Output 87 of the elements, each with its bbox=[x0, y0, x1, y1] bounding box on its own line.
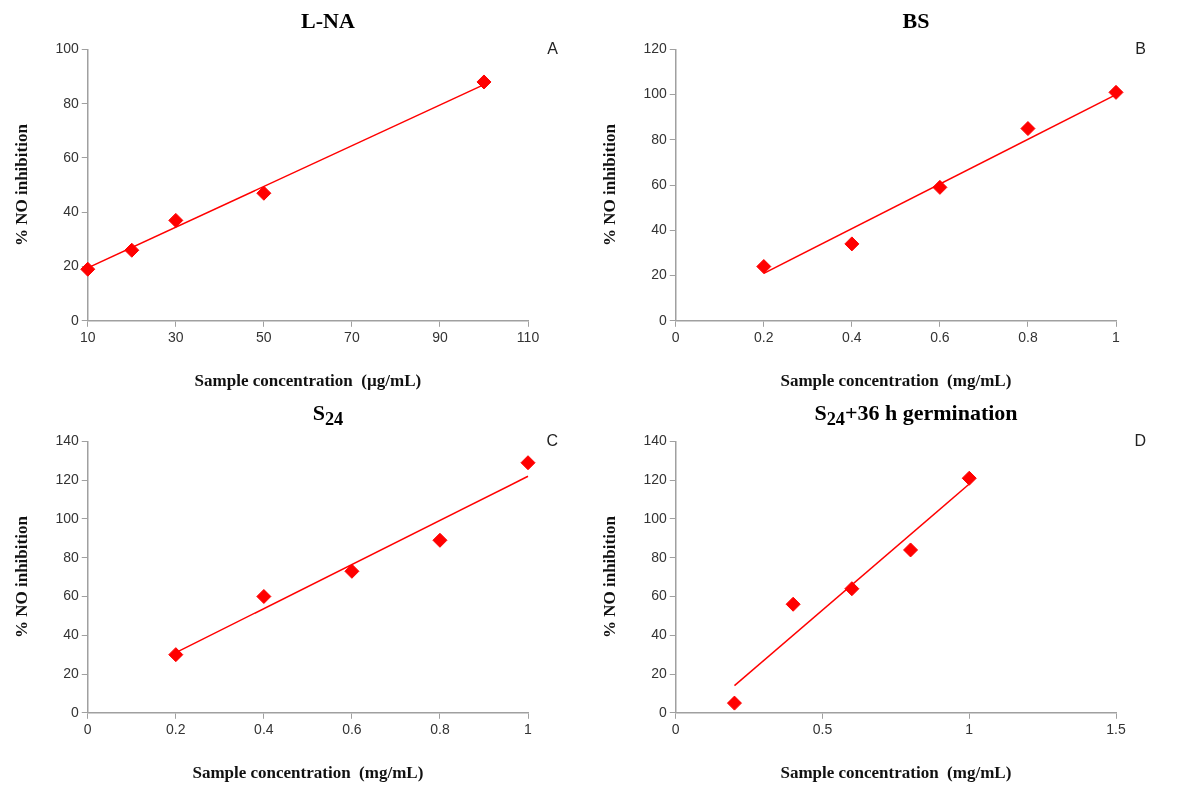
y-axis-title: % NO inhibition bbox=[11, 515, 31, 639]
x-tick-label: 0.2 bbox=[754, 329, 774, 346]
x-tick-label: 0.4 bbox=[254, 721, 274, 738]
y-tick-label: 100 bbox=[55, 40, 79, 57]
x-axis-title: Sample concentration (mg/mL) bbox=[780, 371, 1012, 391]
point bbox=[903, 542, 919, 558]
point bbox=[256, 185, 272, 201]
text: A bbox=[547, 40, 559, 58]
x-tick-label: 0.6 bbox=[342, 721, 362, 738]
x-tick-label: 0.4 bbox=[842, 329, 862, 346]
y-tick-label: 120 bbox=[643, 40, 667, 57]
x-tick-label: 1.5 bbox=[1106, 721, 1126, 738]
y-tick-label: 100 bbox=[643, 509, 667, 526]
point bbox=[124, 242, 140, 258]
point bbox=[844, 581, 860, 597]
y-tick-label: 20 bbox=[651, 664, 667, 681]
text: D bbox=[1134, 432, 1146, 450]
x-axis-title: Sample concentration (µg/mL) bbox=[194, 371, 422, 391]
y-tick-label: 0 bbox=[70, 703, 79, 720]
y-tick-label: 100 bbox=[55, 509, 79, 526]
y-tick-label: 40 bbox=[63, 626, 79, 643]
y-axis-title: % NO inhibition bbox=[11, 123, 31, 247]
y-tick-label: 80 bbox=[63, 548, 79, 565]
y-tick-label: 140 bbox=[643, 432, 667, 449]
y-axis-title: % NO inhibition bbox=[599, 123, 619, 247]
chart-title: S$_{24}$+36 h germination bbox=[813, 400, 1019, 430]
x-tick-label: 1 bbox=[1112, 329, 1121, 346]
x-tick-label: 0.5 bbox=[812, 721, 833, 738]
y-tick-label: 40 bbox=[651, 221, 667, 238]
y-tick-label: 0 bbox=[658, 703, 667, 720]
point bbox=[1020, 121, 1036, 137]
x-tick-label: 110 bbox=[516, 329, 540, 346]
y-axis-title: % NO inhibition bbox=[599, 515, 619, 639]
y-tick-label: 80 bbox=[651, 130, 667, 147]
text: C bbox=[546, 432, 558, 450]
x-tick-label: 0.8 bbox=[1018, 329, 1038, 346]
point bbox=[844, 236, 860, 252]
y-tick-label: 100 bbox=[643, 85, 667, 102]
chart-title: S$_{24}$ bbox=[311, 400, 345, 430]
x-axis-title: Sample concentration (mg/mL) bbox=[192, 763, 424, 783]
x-tick-label: 0 bbox=[83, 721, 92, 738]
chart-title: L-NA bbox=[300, 8, 356, 35]
x-tick-label: 0.2 bbox=[166, 721, 186, 738]
y-tick-label: 20 bbox=[63, 664, 79, 681]
point bbox=[785, 596, 801, 612]
y-tick-label: 20 bbox=[63, 257, 79, 274]
y-tick-label: 60 bbox=[651, 587, 667, 604]
point bbox=[344, 563, 360, 579]
x-tick-label: 90 bbox=[432, 329, 448, 346]
x-tick-label: 50 bbox=[256, 329, 272, 346]
point bbox=[256, 588, 272, 604]
y-tick-label: 120 bbox=[643, 471, 667, 488]
y-tick-label: 20 bbox=[651, 266, 667, 283]
x-tick-label: 70 bbox=[344, 329, 360, 346]
y-tick-label: 80 bbox=[63, 94, 79, 111]
y-tick-label: 140 bbox=[55, 432, 79, 449]
point bbox=[932, 179, 948, 195]
point bbox=[756, 259, 772, 275]
point bbox=[726, 695, 742, 711]
point bbox=[520, 455, 536, 471]
y-tick-label: 60 bbox=[63, 148, 79, 165]
y-tick-label: 0 bbox=[70, 311, 79, 328]
y-tick-label: 0 bbox=[658, 311, 667, 328]
text: B bbox=[1135, 40, 1146, 58]
x-tick-label: 10 bbox=[79, 329, 96, 346]
point bbox=[476, 74, 492, 90]
y-tick-label: 120 bbox=[55, 471, 79, 488]
x-tick-label: 30 bbox=[168, 329, 184, 346]
x-tick-label: 1 bbox=[965, 721, 974, 738]
point bbox=[432, 532, 448, 548]
y-tick-label: 80 bbox=[651, 548, 667, 565]
x-tick-label: 1 bbox=[524, 721, 533, 738]
point bbox=[168, 212, 184, 228]
y-tick-label: 60 bbox=[63, 587, 79, 604]
point bbox=[168, 647, 184, 663]
x-tick-label: 0 bbox=[671, 329, 680, 346]
y-tick-label: 40 bbox=[651, 626, 667, 643]
x-tick-label: 0.8 bbox=[430, 721, 450, 738]
x-tick-label: 0.6 bbox=[930, 329, 950, 346]
x-axis-title: Sample concentration (mg/mL) bbox=[780, 763, 1012, 783]
x-tick-label: 0 bbox=[671, 721, 680, 738]
point bbox=[1108, 84, 1124, 100]
y-tick-label: 60 bbox=[651, 175, 667, 192]
chart-title: BS bbox=[901, 8, 931, 35]
y-tick-label: 40 bbox=[63, 203, 79, 220]
point bbox=[80, 261, 96, 277]
point bbox=[961, 470, 977, 486]
